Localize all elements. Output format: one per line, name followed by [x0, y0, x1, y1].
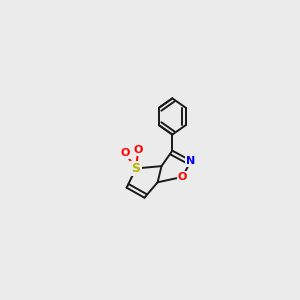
Text: O: O — [120, 148, 130, 158]
Text: S: S — [131, 162, 140, 175]
Text: N: N — [186, 156, 196, 166]
Text: O: O — [134, 145, 143, 155]
Text: O: O — [178, 172, 187, 182]
